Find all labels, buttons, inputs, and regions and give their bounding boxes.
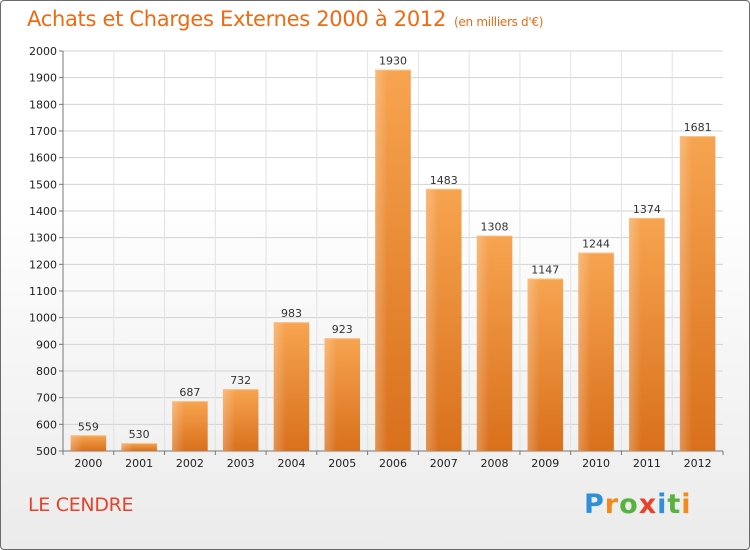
bar-value-label: 1374	[633, 203, 661, 216]
x-tick-label: 2004	[277, 457, 305, 470]
y-tick-label: 2000	[29, 45, 57, 58]
bar-value-label: 687	[179, 386, 200, 399]
y-tick-label: 900	[36, 338, 57, 351]
y-tick-label: 1900	[29, 72, 57, 85]
logo-letter: t	[667, 489, 682, 520]
logo-letter: x	[638, 489, 658, 520]
y-tick-label: 1700	[29, 125, 57, 138]
bar-value-labels: 559 530 687 732 983 923 1930 1483 1308 1147 1244 13…	[78, 55, 712, 441]
x-tick-label: 2006	[379, 457, 407, 470]
logo-letter: i	[657, 489, 668, 520]
y-tick-label: 1400	[29, 205, 57, 218]
y-tick-labels: 500 600 700 800 900 1000 1100 1200 1300 1400 1500 1…	[29, 45, 57, 458]
x-tick-label: 2001	[125, 457, 153, 470]
x-tick-label: 2010	[582, 457, 610, 470]
bar-highlight	[679, 136, 693, 452]
x-tick-label: 2008	[481, 457, 509, 470]
proxiti-logo: Proxiti	[584, 489, 692, 520]
y-tick-label: 1000	[29, 312, 57, 325]
y-tick-label: 700	[36, 392, 57, 405]
x-tick-label: 2012	[684, 457, 712, 470]
bar-value-label: 1147	[531, 263, 559, 276]
logo-letter: o	[619, 489, 639, 520]
chart-title: Achats et Charges Externes 2000 à 2012 (e…	[27, 7, 543, 31]
x-tick-label: 2002	[176, 457, 204, 470]
x-tick-label: 2003	[227, 457, 255, 470]
y-tick-label: 800	[36, 365, 57, 378]
x-tick-label: 2009	[531, 457, 559, 470]
bar-highlight	[222, 389, 236, 451]
chart-subtitle: (en milliers d'€)	[454, 15, 544, 29]
bar-value-label: 1681	[684, 121, 712, 134]
logo-letter: i	[681, 489, 692, 520]
y-tick-label: 600	[36, 418, 57, 431]
bar-value-label: 1930	[379, 55, 407, 68]
place-name: LE CENDRE	[28, 494, 134, 516]
title-text: Achats et Charges Externes 2000 à 2012	[27, 7, 447, 31]
bar-highlight	[476, 235, 490, 451]
bar-value-label: 559	[78, 420, 99, 433]
bar-value-label: 1483	[430, 174, 458, 187]
y-tick-label: 1100	[29, 285, 57, 298]
y-tick-label: 1800	[29, 98, 57, 111]
y-tick-label: 500	[36, 445, 57, 458]
bar-value-label: 732	[230, 374, 251, 387]
bar-highlight	[375, 69, 388, 452]
bar-value-label: 983	[281, 307, 302, 320]
bar-highlight	[578, 252, 591, 451]
bar-highlight	[172, 401, 185, 451]
logo-letter: r	[604, 489, 620, 520]
bar	[121, 443, 157, 451]
bar-value-label: 1244	[582, 238, 610, 251]
bar-value-label: 923	[332, 323, 353, 336]
y-tick-label: 1200	[29, 258, 57, 271]
y-tick-label: 1600	[29, 152, 57, 165]
x-tick-labels: 2000 2001 2002 2003 2004 2005 2006 2007 2008 2009…	[74, 457, 711, 470]
x-tick-label: 2000	[74, 457, 102, 470]
bar-highlight	[324, 338, 337, 451]
y-tick-label: 1500	[29, 178, 57, 191]
x-tick-label: 2007	[430, 457, 458, 470]
bars	[70, 69, 716, 452]
bar-highlight	[527, 278, 540, 451]
y-tick-label: 1300	[29, 232, 57, 245]
bar-value-label: 1308	[481, 221, 509, 234]
x-tick-label: 2011	[633, 457, 661, 470]
logo-letter: P	[584, 489, 605, 520]
bar-highlight	[121, 443, 134, 451]
bar-highlight	[273, 322, 287, 451]
bar-highlight	[70, 435, 84, 451]
x-tick-label: 2005	[328, 457, 356, 470]
bar-value-label: 530	[129, 428, 150, 441]
bar-highlight	[426, 188, 439, 451]
bar-highlight	[629, 217, 642, 451]
